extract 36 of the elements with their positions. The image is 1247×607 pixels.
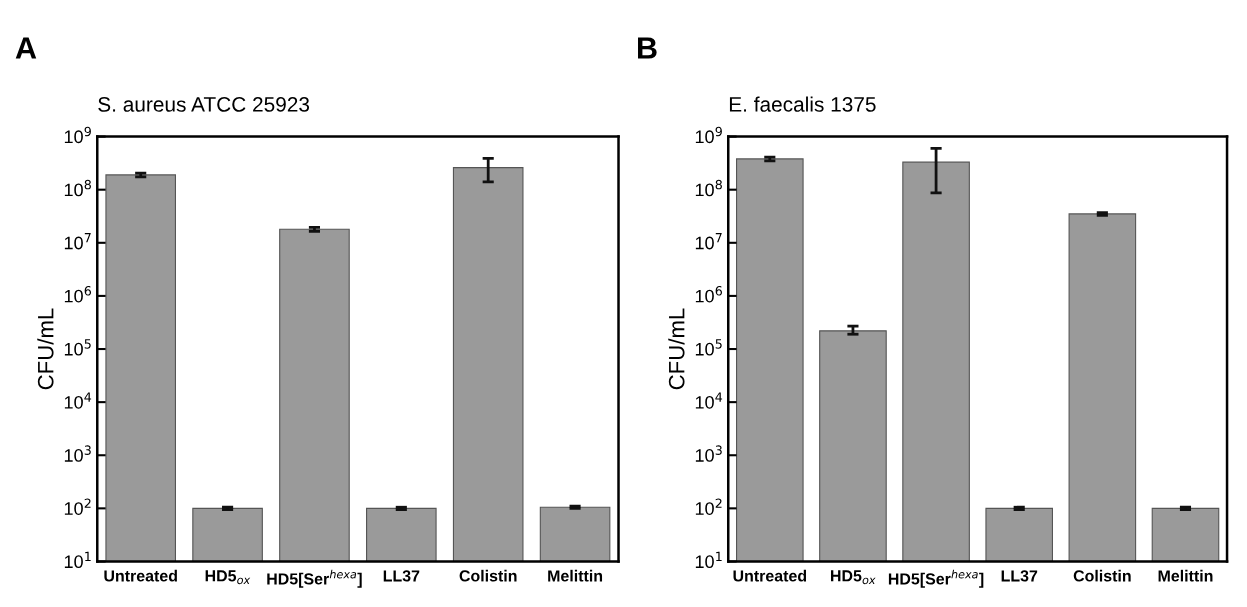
chart-title: E. faecalis 1375	[729, 96, 876, 112]
y-tick-label: 10$^{3}$	[695, 445, 722, 462]
x-tick-label: Colistin	[459, 569, 517, 582]
x-tick-label: HD5$_{ox}$	[831, 570, 876, 585]
y-tick-label: 10$^{5}$	[695, 339, 722, 356]
x-tick-label: LL37	[1001, 570, 1038, 582]
text: B	[638, 37, 657, 59]
y-tick-label: 10$^{8}$	[64, 179, 91, 197]
y-tick-label: 10$^{4}$	[64, 392, 92, 409]
x-tick-label: Untreated	[104, 569, 177, 582]
x-tick-label: LL37	[383, 570, 420, 582]
y-tick-label: 10$^{9}$	[64, 126, 91, 144]
y-tick-label: 10$^{6}$	[64, 286, 92, 303]
x-tick-label: HD5$_{ox}$	[205, 570, 251, 585]
y-axis-title: CFU/mL	[668, 308, 685, 390]
x-tick-label: Untreated	[733, 569, 807, 582]
y-tick-label: 10$^{6}$	[695, 286, 722, 303]
y-axis-title: CFU/mL	[37, 308, 54, 390]
x-tick-label: Colistin	[1073, 569, 1131, 582]
x-tick-label: Melittin	[548, 569, 603, 582]
x-tick-label: HD5[Ser$^{hexa}$]	[888, 569, 984, 588]
x-tick-label: Melittin	[1158, 569, 1213, 582]
y-tick-label: 10$^{1}$	[64, 551, 91, 569]
x-tick-label: HD5[Ser$^{hexa}$]	[267, 569, 362, 588]
y-tick-label: 10$^{2}$	[695, 498, 722, 515]
text: A	[15, 37, 37, 59]
y-tick-label: 10$^{9}$	[695, 126, 722, 144]
y-tick-label: 10$^{1}$	[695, 551, 722, 569]
y-tick-label: 10$^{7}$	[695, 233, 722, 250]
y-tick-label: 10$^{3}$	[64, 445, 91, 462]
y-tick-label: 10$^{8}$	[695, 179, 722, 197]
y-tick-label: 10$^{7}$	[64, 233, 91, 250]
y-tick-label: 10$^{2}$	[64, 498, 91, 515]
y-tick-label: 10$^{5}$	[64, 339, 91, 356]
chart-title: S. aureus ATCC 25923	[98, 97, 310, 112]
y-tick-label: 10$^{4}$	[695, 392, 723, 409]
